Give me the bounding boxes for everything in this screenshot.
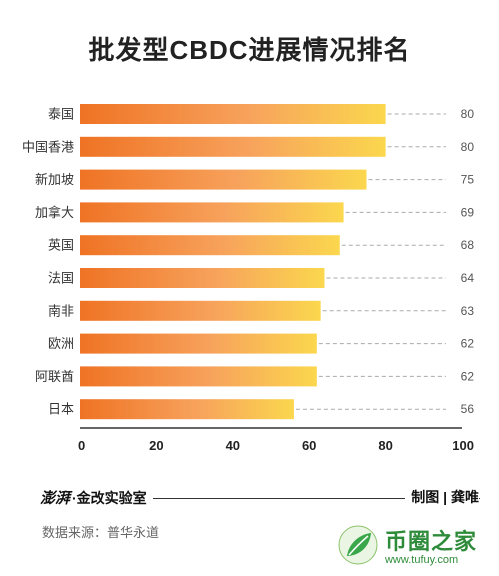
bar — [80, 235, 340, 256]
value-label: 64 — [461, 271, 475, 285]
brand-logo: 澎湃 — [40, 489, 71, 507]
category-label: 法国 — [48, 271, 74, 286]
category-label: 欧洲 — [48, 336, 74, 351]
value-label: 69 — [461, 205, 475, 219]
watermark: 币圈之家 www.tufuy.com — [337, 524, 477, 566]
chart-credit: 制图 | 龚唯 — [405, 487, 479, 507]
value-label: 56 — [461, 402, 475, 416]
value-label: 80 — [461, 140, 475, 154]
category-label: 日本 — [48, 402, 74, 417]
x-tick-label: 0 — [78, 438, 85, 453]
category-label: 中国香港 — [22, 139, 74, 154]
value-label: 62 — [461, 369, 475, 383]
bar — [80, 104, 386, 124]
brand-label: 澎湃 ·金改实验室 — [40, 487, 153, 508]
bar — [80, 136, 386, 157]
bar — [80, 300, 321, 321]
value-label: 80 — [461, 107, 475, 121]
bar — [80, 399, 294, 420]
category-label: 阿联酋 — [35, 369, 74, 384]
bar — [80, 202, 344, 223]
value-label: 75 — [461, 173, 475, 187]
x-tick-label: 100 — [452, 438, 474, 453]
x-tick-label: 20 — [149, 438, 163, 453]
category-label: 泰国 — [48, 107, 74, 122]
category-label: 加拿大 — [35, 205, 74, 220]
leaf-logo-icon — [338, 525, 378, 565]
x-tick-label: 80 — [378, 438, 392, 453]
category-label: 南非 — [48, 303, 74, 318]
bar — [80, 268, 325, 288]
brand-name: ·金改实验室 — [72, 489, 147, 506]
bar-chart: 泰国 80 中国香港 80 新加坡 75 加拿大 69 英国 68 法国 64 南非 63 欧洲 62 阿联酋 6… — [22, 104, 475, 453]
watermark-url: www.tufuy.com — [384, 554, 459, 566]
chart-title: 批发型CBDC进展情况排名 — [88, 35, 411, 65]
value-label: 68 — [461, 238, 475, 252]
x-tick-label: 40 — [226, 438, 240, 453]
value-label: 62 — [461, 337, 475, 351]
category-label: 新加坡 — [35, 172, 74, 187]
category-label: 英国 — [48, 238, 74, 253]
footer-divider — [40, 498, 480, 499]
bar — [80, 366, 317, 387]
bar — [80, 333, 317, 354]
watermark-name: 币圈之家 — [384, 529, 477, 554]
x-tick-label: 60 — [302, 438, 316, 453]
bar — [80, 169, 367, 190]
value-label: 63 — [461, 304, 475, 318]
data-source: 数据来源：普华永道 — [42, 525, 160, 540]
